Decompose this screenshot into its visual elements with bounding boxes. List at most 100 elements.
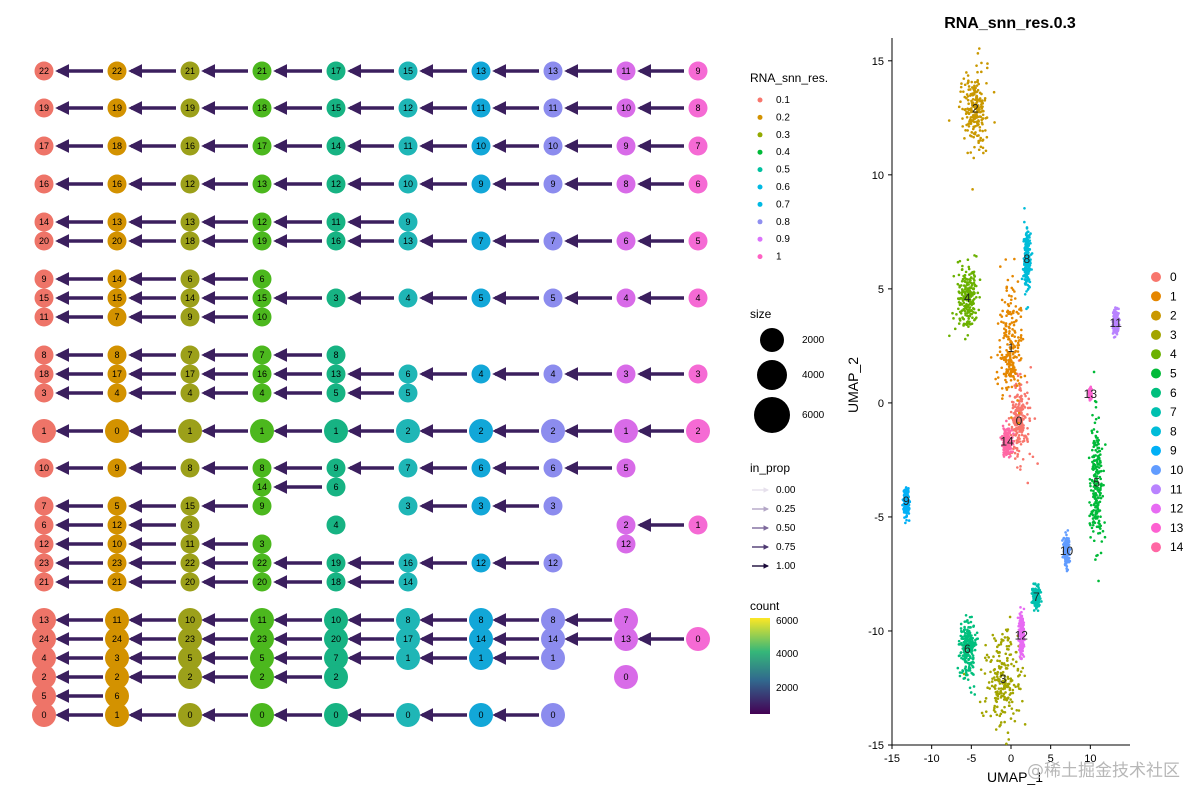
umap-point bbox=[1063, 563, 1067, 567]
umap-point bbox=[983, 99, 987, 102]
tree-node-label: 11 bbox=[257, 615, 266, 625]
tree-node-label: 11 bbox=[112, 615, 121, 625]
umap-point bbox=[963, 625, 966, 629]
umap-point bbox=[960, 82, 963, 85]
umap-point bbox=[963, 304, 966, 308]
umap-point bbox=[1028, 280, 1032, 284]
umap-point bbox=[995, 713, 999, 717]
umap-point bbox=[1008, 356, 1012, 360]
umap-point bbox=[1026, 306, 1030, 309]
umap-point bbox=[1014, 660, 1018, 664]
umap-point bbox=[1020, 433, 1024, 437]
umap-point bbox=[965, 71, 968, 74]
umap-point bbox=[970, 109, 974, 113]
tree-node-label: 8 bbox=[333, 350, 338, 360]
tree-node: 3 bbox=[688, 364, 708, 384]
umap-point bbox=[987, 655, 991, 659]
umap-point bbox=[1014, 349, 1017, 353]
umap-legend-label: 12 bbox=[1170, 502, 1184, 516]
umap-point bbox=[980, 107, 983, 110]
umap-point bbox=[1019, 375, 1023, 379]
umap-point bbox=[1088, 514, 1091, 518]
tree-node-label: 9 bbox=[41, 274, 46, 284]
umap-point bbox=[1113, 315, 1117, 318]
umap-point bbox=[975, 99, 979, 103]
x-tick-label: 10 bbox=[1084, 753, 1096, 765]
umap-point bbox=[1010, 385, 1014, 389]
tree-node-label: 20 bbox=[112, 236, 122, 246]
umap-point bbox=[1008, 615, 1012, 619]
umap-point bbox=[970, 80, 974, 84]
umap-point bbox=[907, 519, 911, 522]
tree-node-label: 9 bbox=[550, 179, 555, 189]
umap-point bbox=[979, 145, 983, 149]
umap-point bbox=[985, 653, 989, 657]
umap-point bbox=[989, 714, 993, 718]
umap-point bbox=[1026, 283, 1030, 287]
umap-point bbox=[973, 275, 977, 278]
umap-point bbox=[994, 696, 998, 700]
umap-point bbox=[970, 634, 973, 637]
umap-point bbox=[1091, 479, 1094, 483]
tree-node: 21 bbox=[107, 572, 127, 592]
tree-node-label: 8 bbox=[478, 615, 483, 625]
tree-node-label: 5 bbox=[114, 501, 119, 511]
tree-node-label: 23 bbox=[39, 558, 49, 568]
tree-node-label: 12 bbox=[621, 539, 631, 549]
umap-point bbox=[1009, 372, 1013, 376]
umap-point bbox=[998, 346, 1002, 349]
umap-point bbox=[980, 711, 984, 715]
umap-point bbox=[1009, 301, 1013, 305]
y-tick-label: 5 bbox=[878, 284, 884, 296]
umap-point bbox=[974, 107, 977, 111]
umap-point bbox=[1095, 554, 1098, 558]
umap-point bbox=[1011, 288, 1015, 291]
umap-point bbox=[965, 630, 969, 633]
umap-point bbox=[1096, 450, 1099, 454]
tree-node: 7 bbox=[398, 458, 418, 478]
umap-point bbox=[1065, 533, 1068, 537]
count-label: 4000 bbox=[776, 649, 799, 660]
umap-point bbox=[1005, 289, 1009, 292]
umap-point bbox=[1010, 316, 1014, 320]
umap-point bbox=[984, 697, 988, 700]
umap-cluster-points bbox=[901, 486, 912, 525]
size-key-4000 bbox=[757, 360, 787, 390]
umap-point bbox=[1088, 522, 1092, 525]
umap-point bbox=[1037, 600, 1041, 604]
tree-node-label: 10 bbox=[39, 463, 49, 473]
umap-point bbox=[966, 98, 970, 102]
color-key-label: 0.4 bbox=[776, 147, 790, 158]
umap-point bbox=[959, 100, 962, 104]
umap-point bbox=[1011, 366, 1015, 370]
umap-point bbox=[998, 350, 1002, 354]
umap-point bbox=[1004, 372, 1008, 376]
umap-point bbox=[1006, 638, 1010, 642]
umap-point bbox=[989, 670, 992, 674]
umap-point bbox=[907, 512, 911, 515]
umap-point bbox=[975, 95, 979, 99]
umap-point bbox=[1089, 484, 1092, 488]
umap-point bbox=[1019, 670, 1023, 673]
tree-node-label: 12 bbox=[257, 217, 267, 227]
umap-point bbox=[1000, 709, 1004, 712]
umap-point bbox=[1013, 384, 1017, 387]
tree-node-label: 13 bbox=[185, 217, 195, 227]
umap-point bbox=[1023, 206, 1026, 210]
umap-point bbox=[1019, 336, 1023, 340]
umap-point bbox=[1066, 557, 1069, 561]
umap-point bbox=[1017, 336, 1020, 339]
umap-point bbox=[1017, 411, 1021, 415]
tree-node-label: 5 bbox=[405, 388, 410, 398]
tree-node: 2 bbox=[178, 665, 202, 689]
umap-point bbox=[967, 621, 970, 625]
tree-node-label: 3 bbox=[550, 501, 555, 511]
tree-node-label: 2 bbox=[695, 426, 700, 436]
umap-point bbox=[1035, 600, 1038, 604]
umap-point bbox=[970, 312, 973, 316]
umap-point bbox=[1018, 633, 1022, 637]
umap-point bbox=[1006, 628, 1010, 631]
tree-node-label: 5 bbox=[695, 236, 700, 246]
umap-point bbox=[1021, 620, 1025, 624]
umap-point bbox=[1009, 640, 1012, 644]
